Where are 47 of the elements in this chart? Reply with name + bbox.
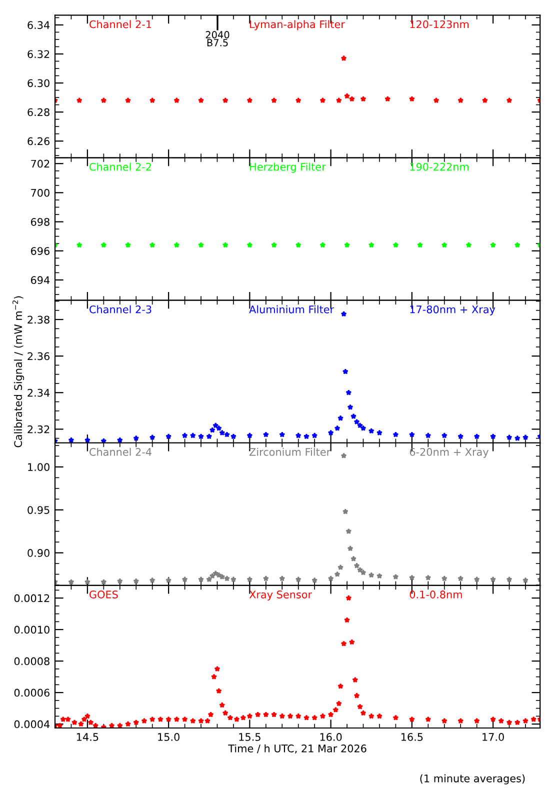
y-tick-label: 0.0010 (14, 626, 50, 634)
annotation: 2040 B7.5 (206, 31, 230, 46)
y-tick-label: 0.95 (28, 506, 50, 514)
y-tick-label: 2.32 (28, 425, 50, 434)
x-tick-label: 15.0 (158, 733, 180, 741)
x-tick-label: 15.5 (239, 733, 260, 741)
annotation: Channel 2-1 (90, 20, 152, 28)
y-tick-label: 6.26 (28, 137, 50, 146)
y-tick-label: 6.28 (28, 108, 50, 116)
annotation: 190-222nm (410, 162, 469, 171)
y-tick-label: 0.0004 (14, 720, 50, 728)
y-tick-label: 2.34 (28, 388, 50, 397)
annotation: Lyman-alpha Filter (250, 20, 345, 30)
x-tick-label: 14.5 (76, 733, 98, 741)
y-tick-label: 6.34 (28, 21, 50, 30)
y-tick-label: 2.38 (28, 316, 50, 324)
annotation: Xray Sensor (249, 590, 312, 600)
annotation: Channel 2-4 (90, 448, 152, 456)
x-axis-title: Time / h UTC, 21 Mar 2026 (228, 744, 366, 754)
annotation: 0.1-0.8nm (410, 590, 462, 598)
y-tick-label: 696 (30, 247, 50, 255)
y-tick-label: 0.0006 (14, 688, 50, 697)
y-tick-label: 0.0012 (14, 594, 50, 602)
y-axis-title: Calibrated Signal / (mW m$^{−2}$) (12, 296, 24, 448)
annotation: Channel 2-2 (90, 162, 152, 171)
annotation: Aluminium Filter (249, 305, 334, 314)
annotation: Zirconium Filter (250, 448, 331, 456)
annotation: 6-20nm + Xray (410, 448, 489, 458)
annotation: 120-123nm (410, 20, 469, 28)
y-tick-label: 694 (30, 276, 50, 284)
annotation: GOES (90, 590, 118, 598)
y-tick-label: 6.30 (28, 79, 50, 88)
text: (1 minute averages) (420, 774, 525, 784)
annotation: 17-80nm + Xray (410, 305, 496, 316)
x-tick-label: 17.0 (482, 733, 504, 741)
annotation: Herzberg Filter (250, 162, 326, 173)
y-tick-label: 702 (31, 160, 50, 168)
y-tick-label: 6.32 (28, 50, 50, 58)
x-tick-label: 16.0 (320, 733, 342, 741)
y-tick-label: 700 (31, 188, 50, 197)
y-tick-label: 698 (30, 218, 50, 226)
y-tick-label: 0.0008 (14, 657, 50, 666)
y-tick-label: 1.00 (28, 463, 50, 472)
y-tick-label: 0.90 (28, 549, 50, 557)
x-tick-label: 16.5 (401, 733, 423, 741)
annotation: Channel 2-3 (90, 305, 152, 314)
y-tick-label: 2.36 (28, 352, 50, 360)
